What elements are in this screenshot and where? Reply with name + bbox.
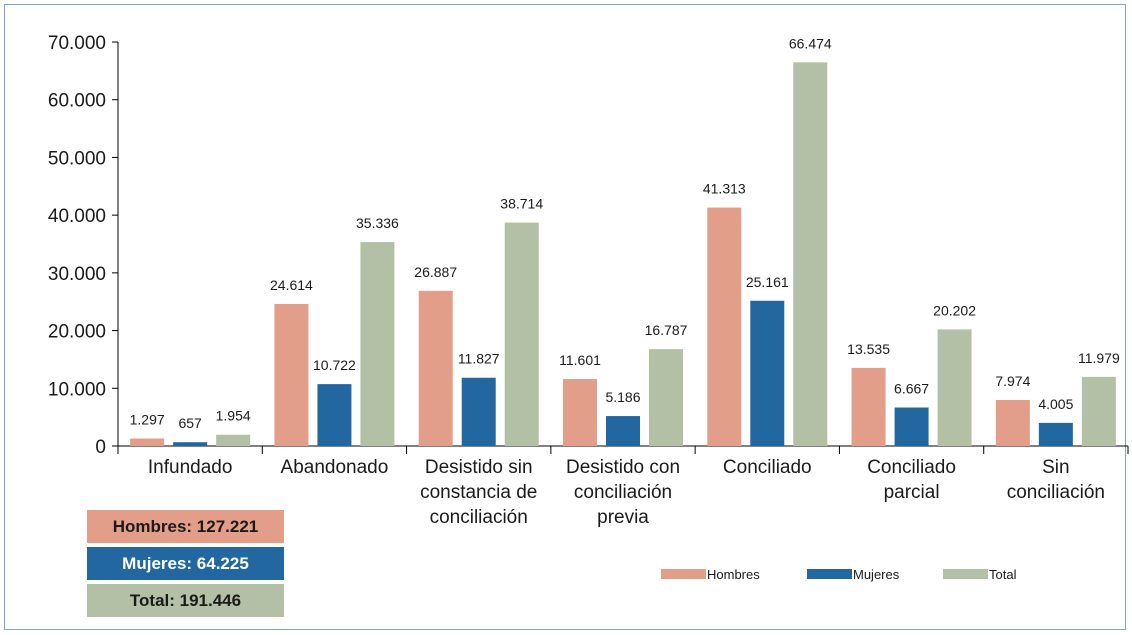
bar-mujeres <box>750 300 785 446</box>
data-label: 26.887 <box>414 264 457 280</box>
data-label: 10.722 <box>313 357 356 373</box>
bar-mujeres <box>173 442 208 446</box>
data-label: 4.005 <box>1038 396 1073 412</box>
bar-total <box>649 349 683 446</box>
legend-swatch-mujeres <box>807 569 852 579</box>
x-category-label: conciliación <box>430 507 528 528</box>
x-category-label: Conciliado <box>723 457 812 478</box>
x-category-label: Sin <box>1042 457 1069 478</box>
data-label: 13.535 <box>847 341 890 357</box>
bar-hombres <box>995 399 1030 446</box>
data-label: 16.787 <box>645 322 688 338</box>
data-label: 24.614 <box>270 277 313 293</box>
data-label: 5.186 <box>605 389 640 405</box>
bar-total <box>793 62 828 446</box>
bar-hombres <box>563 379 597 446</box>
legend-label-total: Total <box>989 567 1017 582</box>
bar-hombres <box>274 303 309 446</box>
x-category-label: conciliación <box>574 482 672 503</box>
data-label: 7.974 <box>995 373 1030 389</box>
bar-hombres <box>418 290 453 446</box>
y-tick-label: 30.000 <box>48 264 106 285</box>
legend-label-mujeres: Mujeres <box>853 567 900 582</box>
bar-mujeres <box>894 407 929 446</box>
data-label: 35.336 <box>356 215 399 231</box>
bar-total <box>1081 376 1116 446</box>
data-label: 11.827 <box>458 351 500 367</box>
x-category-label: previa <box>597 507 649 528</box>
data-label: 41.313 <box>703 181 746 197</box>
y-tick-label: 40.000 <box>48 206 106 227</box>
data-label: 1.297 <box>130 412 165 428</box>
data-label: 11.601 <box>559 352 601 368</box>
legend-swatch-total <box>943 569 988 579</box>
y-tick-label: 70.000 <box>48 33 106 54</box>
summary-hombres-box: Hombres: 127.221 <box>87 510 284 543</box>
bar-mujeres <box>317 384 352 446</box>
x-category-label: parcial <box>884 482 940 503</box>
bar-mujeres <box>606 416 640 446</box>
y-tick-label: 60.000 <box>48 91 106 112</box>
data-label: 20.202 <box>933 302 976 318</box>
bar-total <box>937 329 972 446</box>
summary-mujeres-box: Mujeres: 64.225 <box>87 547 284 580</box>
legend-swatch-hombres <box>661 569 706 579</box>
bar-mujeres <box>461 377 496 446</box>
x-category-label: conciliación <box>1007 482 1105 503</box>
y-tick-label: 50.000 <box>48 148 106 169</box>
x-category-label: Infundado <box>148 457 233 478</box>
data-label: 66.474 <box>789 35 832 51</box>
summary-total-box: Total: 191.446 <box>87 584 284 617</box>
bar-mujeres <box>1038 422 1073 446</box>
bar-hombres <box>851 367 886 446</box>
data-label: 1.954 <box>216 408 251 424</box>
x-category-label: Conciliado <box>867 457 956 478</box>
y-tick-label: 20.000 <box>48 322 106 343</box>
data-label: 657 <box>178 415 202 431</box>
bar-total <box>504 222 539 446</box>
bar-total <box>216 434 251 446</box>
legend-label-hombres: Hombres <box>707 567 760 582</box>
bar-hombres <box>130 438 165 446</box>
y-tick-label: 10.000 <box>48 379 106 400</box>
data-label: 11.979 <box>1078 350 1120 366</box>
data-label: 25.161 <box>746 274 789 290</box>
bar-hombres <box>707 207 742 446</box>
x-category-label: Abandonado <box>281 457 389 478</box>
bar-total <box>360 242 395 446</box>
x-category-label: Desistido sin <box>425 457 533 478</box>
data-label: 38.714 <box>500 196 543 212</box>
y-tick-label: 0 <box>95 437 106 458</box>
x-category-label: constancia de <box>420 482 537 503</box>
data-label: 6.667 <box>894 381 929 397</box>
x-category-label: Desistido con <box>566 457 680 478</box>
